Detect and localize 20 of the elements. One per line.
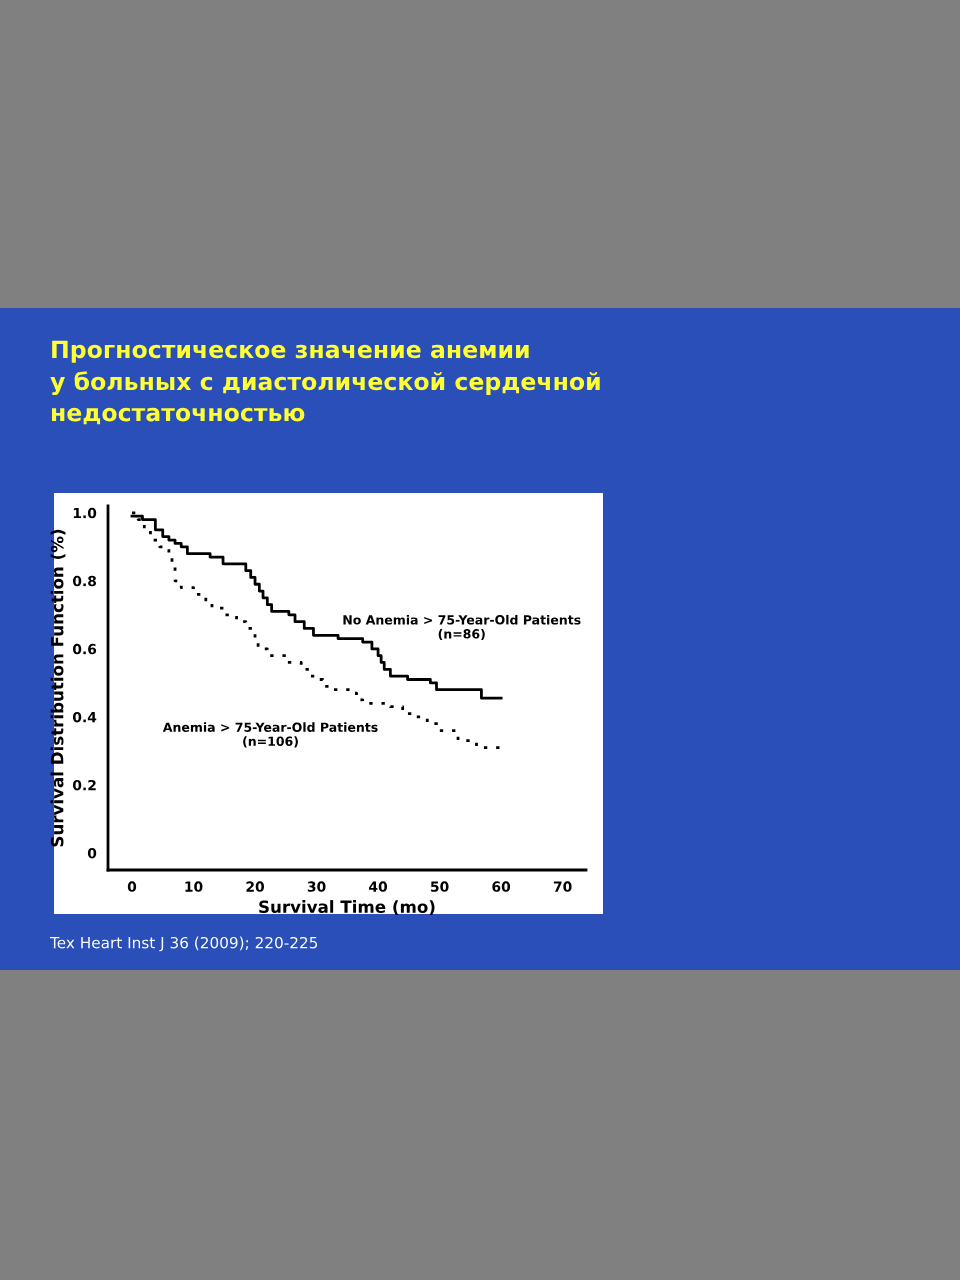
y-tick-label: 0.4 xyxy=(72,711,97,723)
x-tick-label: 30 xyxy=(307,881,326,892)
y-tick-label: 0 xyxy=(87,847,97,859)
x-tick-label: 10 xyxy=(185,881,203,892)
x-tick-label: 70 xyxy=(553,881,572,892)
x-tick-label: 0 xyxy=(127,881,137,892)
x-tick-label: 60 xyxy=(492,881,511,892)
text: Tex Heart Inst J 36 (2009); 220-225 xyxy=(49,936,318,952)
x-tick-label: 20 xyxy=(246,881,265,892)
y-tick-label: 0.2 xyxy=(72,779,96,791)
y-tick-label: 0.8 xyxy=(72,575,97,587)
y-axis-title: Survival Distribution Function (%) xyxy=(50,529,66,847)
x-axis-title: Survival Time (mo) xyxy=(259,900,435,915)
series-label: Anemia > 75-Year-Old Patients (n=106) xyxy=(162,722,378,748)
series-label: No Anemia > 75-Year-Old Patients (n=86) xyxy=(343,614,581,641)
x-tick-label: 40 xyxy=(369,881,388,892)
y-tick-label: 1.0 xyxy=(73,507,97,519)
y-tick-label: 0.6 xyxy=(72,643,97,655)
x-tick-label: 50 xyxy=(430,881,449,892)
chart-title: Прогностическое значение анемии у больных с диастолической сердечной недостаточностью xyxy=(50,340,600,425)
